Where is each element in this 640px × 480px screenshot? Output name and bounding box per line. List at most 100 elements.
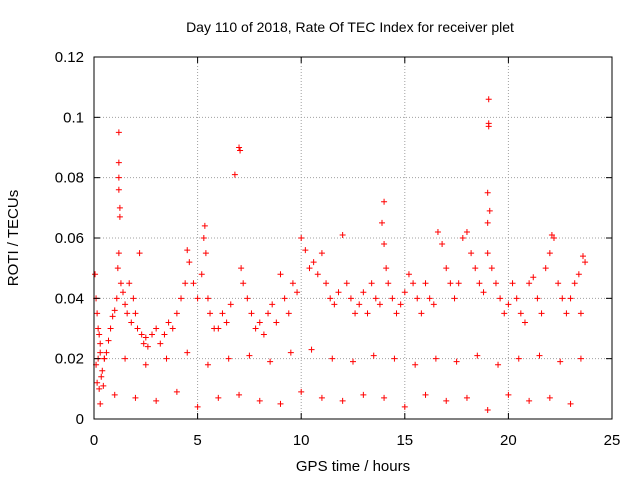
data-point <box>571 280 578 287</box>
data-point <box>161 331 168 338</box>
data-point <box>418 310 425 317</box>
data-point <box>285 310 292 317</box>
data-point <box>521 319 528 326</box>
data-point <box>563 310 570 317</box>
data-point <box>201 222 208 229</box>
data-point <box>370 352 377 359</box>
data-point <box>557 358 564 365</box>
data-point <box>207 310 214 317</box>
data-point <box>360 289 367 296</box>
data-point <box>269 301 276 308</box>
data-point <box>246 352 253 359</box>
data-point <box>120 289 127 296</box>
data-point <box>115 159 122 166</box>
data-point <box>157 340 164 347</box>
data-point <box>485 96 492 103</box>
data-point <box>567 295 574 302</box>
data-point <box>426 295 433 302</box>
data-point <box>142 361 149 368</box>
y-tick-label: 0.02 <box>55 351 84 368</box>
data-point <box>472 265 479 272</box>
data-point <box>474 352 481 359</box>
data-point <box>231 171 238 178</box>
data-point <box>414 295 421 302</box>
data-point <box>140 340 147 347</box>
data-point <box>298 235 305 241</box>
data-point <box>526 280 533 287</box>
data-point <box>116 204 123 211</box>
data-point <box>550 235 557 241</box>
data-point <box>310 259 317 266</box>
data-point <box>575 271 582 278</box>
data-point <box>567 400 574 407</box>
data-point <box>105 337 112 344</box>
data-point <box>95 325 102 332</box>
data-point <box>486 207 493 214</box>
data-point <box>256 319 263 326</box>
data-point <box>115 250 122 257</box>
y-tick-label: 0.06 <box>55 230 84 247</box>
data-point <box>94 379 101 386</box>
data-point <box>495 361 502 368</box>
data-point <box>443 265 450 272</box>
data-point <box>372 295 379 302</box>
data-point <box>360 391 367 398</box>
data-point <box>132 394 139 401</box>
data-point <box>308 346 315 353</box>
data-point <box>126 280 133 287</box>
data-point <box>463 228 470 235</box>
data-point <box>136 250 143 257</box>
data-point <box>128 319 135 326</box>
data-point <box>468 250 475 257</box>
data-point <box>389 295 396 302</box>
data-point <box>215 325 222 332</box>
data-point <box>248 310 255 317</box>
data-point <box>236 144 243 151</box>
data-point <box>96 331 103 338</box>
data-point <box>144 343 151 350</box>
data-point <box>289 280 296 287</box>
data-point <box>97 340 104 347</box>
data-point <box>401 289 408 296</box>
data-point <box>447 280 454 287</box>
data-point <box>439 241 446 248</box>
data-point <box>142 334 149 341</box>
y-axis-label: ROTI / TECUs <box>5 190 22 286</box>
data-point <box>459 235 466 241</box>
data-point <box>318 250 325 257</box>
data-point <box>579 253 586 260</box>
data-point <box>515 355 522 362</box>
data-point <box>265 310 272 317</box>
data-point <box>107 325 114 332</box>
data-point <box>194 403 201 410</box>
data-point <box>99 367 106 374</box>
x-tick-label: 5 <box>193 432 201 449</box>
data-point <box>122 301 129 308</box>
data-point <box>501 310 508 317</box>
grid-lines <box>94 57 612 419</box>
data-point <box>202 250 209 257</box>
y-tick-label: 0.12 <box>55 49 84 66</box>
data-point <box>204 295 211 302</box>
data-point <box>306 265 313 272</box>
x-tick-label: 25 <box>604 432 621 449</box>
data-point <box>530 274 537 281</box>
data-point <box>134 325 141 332</box>
data-point <box>577 310 584 317</box>
x-tick-label: 10 <box>293 432 310 449</box>
data-point <box>223 319 230 326</box>
data-point <box>163 355 170 362</box>
data-point <box>109 313 116 320</box>
data-point <box>117 280 124 287</box>
data-point <box>335 289 342 296</box>
data-point <box>347 295 354 302</box>
data-point <box>376 301 383 308</box>
data-point <box>277 271 284 278</box>
data-point <box>536 352 543 359</box>
data-point <box>432 355 439 362</box>
data-point <box>115 129 122 136</box>
data-point <box>546 250 553 257</box>
data-point <box>422 280 429 287</box>
data-point <box>484 189 491 196</box>
